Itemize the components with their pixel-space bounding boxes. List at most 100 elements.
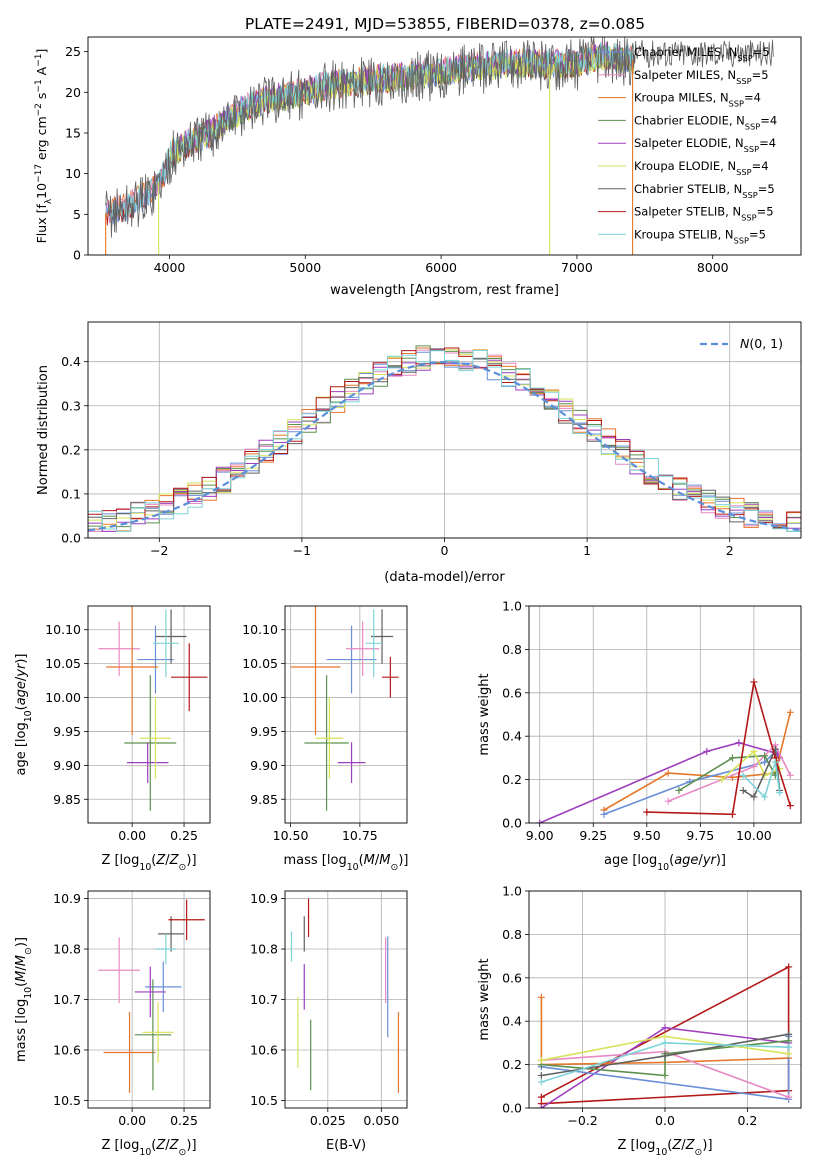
label-part: M [379, 853, 390, 868]
label-part: SSP [737, 53, 752, 63]
weight-line [541, 1039, 789, 1077]
label-part: −1 [34, 54, 44, 67]
axes-mass_weight_vs_Z: −0.2 0.0 0.20.00.20.40.60.81.0Z [log10(Z/Z… [477, 884, 802, 1158]
label-part: erg cm [34, 116, 49, 164]
label-part: / [14, 966, 29, 971]
weight-marker [718, 776, 726, 784]
label-part: / [14, 676, 29, 681]
plot-area [88, 322, 801, 538]
histogram-step [88, 350, 801, 538]
y-tick-label: 0.4 [502, 1014, 522, 1029]
label-part: age [log [604, 853, 657, 868]
plot-area [88, 891, 210, 1108]
label-part: ( [151, 853, 156, 868]
label-part: 10 [23, 987, 34, 999]
label-part: SSP [729, 99, 744, 109]
x-tick-label: 0.00 [118, 1113, 146, 1128]
label-part: )] [14, 937, 29, 947]
y-tick-label: 0 [73, 248, 81, 263]
x-tick-label: 0.2 [737, 1113, 757, 1128]
y-tick-label: 0.6 [502, 685, 522, 700]
label-part: Z [169, 853, 180, 868]
y-tick-label: 0.0 [502, 816, 522, 831]
y-tick-label: 0.1 [61, 486, 81, 501]
weight-marker [735, 739, 743, 747]
y-tick-label: 10.05 [242, 656, 278, 671]
x-tick-label: 1 [583, 543, 591, 558]
x-tick-label: 9.75 [686, 828, 714, 843]
y-tick-label: 10.7 [53, 992, 81, 1007]
label-part: mass [log [14, 999, 29, 1062]
weight-line [541, 965, 790, 1105]
label-part: Kroupa STELIB, N [634, 227, 734, 241]
y-tick-label: 10.5 [53, 1093, 81, 1108]
label-part: M [14, 971, 29, 982]
y-tick-label: 0.0 [61, 531, 81, 546]
label-part: / [165, 1138, 170, 1153]
x-tick-label: 9.25 [579, 828, 607, 843]
label-part: 10 [139, 1147, 151, 1158]
y-tick-label: 0.8 [502, 927, 522, 942]
y-tick-label: 10.8 [53, 942, 81, 957]
label-part: SSP [741, 213, 756, 223]
axes-spectrum: 4000 5000 6000 7000 8000 0 5 10 15 20 25 wavelength… [34, 36, 802, 298]
label-part: SSP [744, 144, 759, 154]
plot-area [529, 891, 801, 1108]
y-tick-label: 9.85 [250, 792, 278, 807]
y-tick-label: 10.05 [45, 656, 81, 671]
weight-marker [776, 789, 784, 797]
label-part: age [14, 681, 29, 705]
label-part: ( [14, 705, 29, 710]
label-part: SSP [736, 167, 751, 177]
weight-marker [750, 747, 758, 755]
label-part: Chabrier MILES, N [634, 45, 737, 59]
y-tick-label: 0.8 [502, 642, 522, 657]
weight-marker [785, 1093, 793, 1101]
label-part: (0, 1) [749, 336, 783, 351]
spectrum-line [169, 41, 635, 168]
y-tick-label: 25 [65, 44, 81, 59]
weight-marker [537, 1078, 545, 1086]
weight-marker [771, 758, 779, 766]
y-axis-label: Normed distribution [36, 365, 51, 495]
weight-marker [536, 819, 544, 823]
label-part: −2 [34, 103, 44, 116]
label-part: mass [log [284, 853, 347, 868]
label-part: SSP [745, 121, 760, 131]
label-part: 10 [34, 183, 49, 199]
label-part: Kroupa MILES, N [634, 91, 729, 105]
label-part: Salpeter STELIB, N [634, 205, 741, 219]
label-part: )] [702, 1138, 712, 1153]
label-part: yr [702, 853, 718, 868]
label-part: A [34, 66, 49, 79]
y-tick-label: 9.90 [250, 758, 278, 773]
legend-entry: Chabrier ELODIE, NSSP=4 [634, 113, 777, 131]
axes-frame [87, 605, 211, 824]
weight-marker [785, 1043, 793, 1051]
label-part: Z [169, 1138, 180, 1153]
label-part: =5 [752, 68, 769, 82]
axes-mass_vs_ebv: 0.025 0.050 10.5 10.6 10.7 10.8 10.9 E(B-V) [250, 890, 408, 1153]
y-tick-label: 10.6 [250, 1042, 278, 1057]
x-tick-label: 0.25 [170, 1113, 198, 1128]
weight-marker [728, 810, 736, 818]
label-part: M [14, 955, 29, 966]
weight-marker [739, 786, 747, 794]
y-tick-label: 0.4 [502, 729, 522, 744]
y-tick-label: 10.00 [45, 690, 81, 705]
label-part: Z [155, 1138, 166, 1153]
y-tick-label: 10.00 [242, 690, 278, 705]
legend-entry: Chabrier MILES, NSSP=5 [634, 45, 770, 63]
x-tick-label: 8000 [697, 260, 729, 275]
label-part: Salpeter MILES, N [634, 68, 736, 82]
label-part: ⊙ [179, 1147, 187, 1158]
y-tick-label: 10.9 [250, 891, 278, 906]
axes-frame [87, 36, 802, 256]
label-part: ⊙ [695, 1147, 703, 1158]
weight-marker [661, 1071, 669, 1079]
y-tick-label: 20 [65, 85, 81, 100]
axes-frame [528, 890, 802, 1109]
y-tick-label: 0.0 [502, 1101, 522, 1116]
y-axis-label: mass [log10(M/M⊙)] [14, 937, 34, 1062]
